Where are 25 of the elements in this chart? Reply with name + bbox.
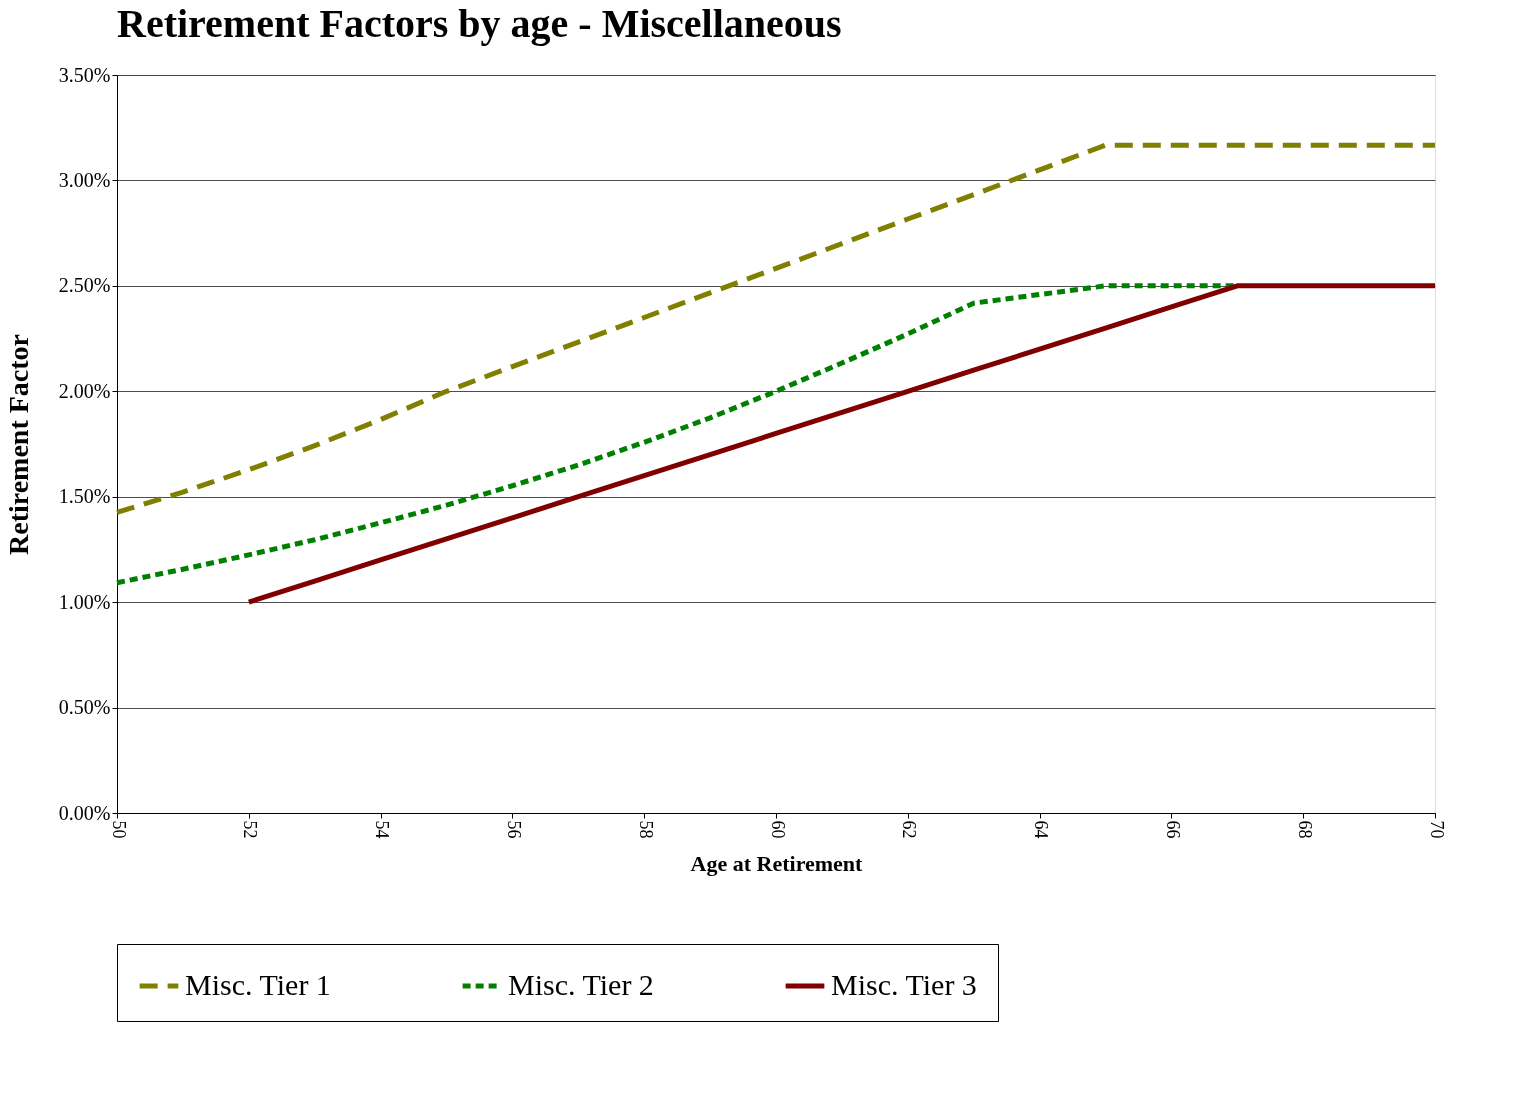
y-tick-label: 3.00% xyxy=(58,168,111,191)
x-tick-label: 50 xyxy=(108,820,129,839)
x-tick-label: 52 xyxy=(240,820,261,839)
y-axis-title: Retirement Factor xyxy=(2,333,34,556)
x-tick-label: 60 xyxy=(767,820,788,839)
y-tick-label: 0.00% xyxy=(58,801,111,824)
y-tick-label: 2.50% xyxy=(58,274,111,297)
y-tick-label: 3.50% xyxy=(58,63,111,86)
x-tick-label: 68 xyxy=(1294,820,1315,839)
y-tick-label: 0.50% xyxy=(58,696,111,719)
x-tick-label: 54 xyxy=(372,820,393,839)
y-tick-label: 1.00% xyxy=(58,590,111,613)
chart-title: Retirement Factors by age - Miscellaneous xyxy=(117,1,842,46)
y-tick-label: 1.50% xyxy=(58,485,111,508)
legend-label: Misc. Tier 2 xyxy=(508,968,654,1001)
x-tick-label: 70 xyxy=(1426,820,1447,839)
y-tick-label: 2.00% xyxy=(58,379,111,402)
x-tick-label: 62 xyxy=(899,820,920,839)
x-tick-label: 58 xyxy=(635,820,656,839)
legend-label: Misc. Tier 1 xyxy=(185,968,331,1001)
legend-label: Misc. Tier 3 xyxy=(831,968,977,1001)
x-tick-label: 66 xyxy=(1162,820,1183,839)
x-axis-title: Age at Retirement xyxy=(690,850,864,876)
x-tick-label: 56 xyxy=(503,820,524,839)
x-tick-label: 64 xyxy=(1031,820,1052,839)
